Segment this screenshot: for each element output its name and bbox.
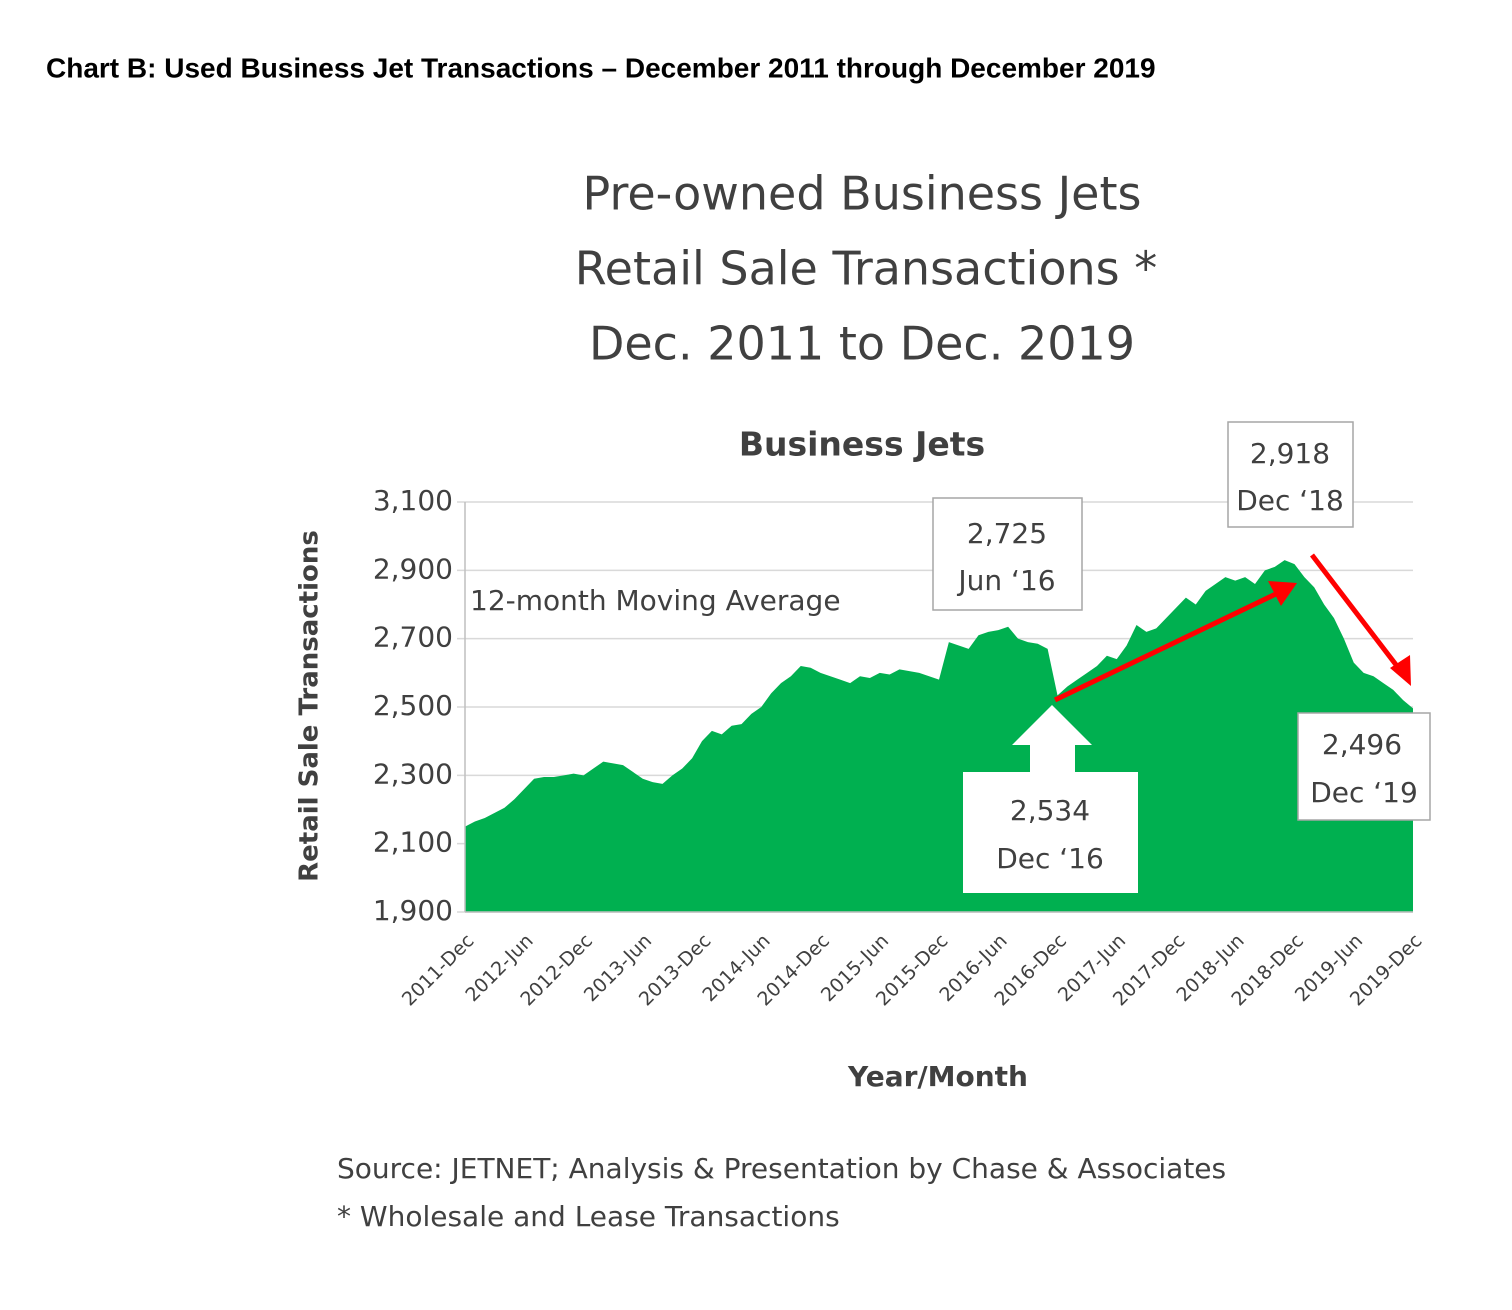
- callout-value: 2,534: [1010, 794, 1090, 827]
- y-tick-label: 2,700: [373, 621, 453, 654]
- trend-arrow: [1310, 553, 1402, 672]
- trend-arrow-head: [1268, 581, 1297, 606]
- y-tick-label: 2,300: [373, 757, 453, 790]
- chart-title: Pre-owned Business Jets: [583, 167, 1142, 221]
- callout-date: Dec ‘18: [1236, 484, 1344, 517]
- y-tick-label: 3,100: [373, 484, 453, 517]
- callout-box: [963, 772, 1138, 893]
- y-tick-label: 2,900: [373, 552, 453, 585]
- callout-date: Dec ‘19: [1310, 776, 1418, 809]
- callout-arrow: [1012, 705, 1092, 772]
- callout-date: Dec ‘16: [996, 842, 1104, 875]
- trend-arrow: [1053, 589, 1282, 703]
- annotation: 12-month Moving Average: [470, 584, 841, 617]
- y-axis-label: Retail Sale Transactions: [295, 530, 325, 882]
- x-tick-label: 2011-Dec: [398, 930, 479, 1011]
- source: * Wholesale and Lease Transactions: [337, 1200, 840, 1233]
- y-tick-label: 2,500: [373, 689, 453, 722]
- chart-title: Retail Sale Transactions *: [575, 242, 1157, 296]
- callout-value: 2,496: [1322, 728, 1402, 761]
- callout-value: 2,725: [967, 517, 1047, 550]
- callout-value: 2,918: [1250, 437, 1330, 470]
- callout-box: [1227, 421, 1354, 528]
- chart-title: Dec. 2011 to Dec. 2019: [589, 317, 1135, 371]
- chart-subtitle: Business Jets: [739, 425, 985, 464]
- callout-box: [1297, 712, 1431, 821]
- heading: Chart B: Used Business Jet Transactions …: [46, 52, 1156, 83]
- overlay: 12-month Moving Average 2,725 Jun ‘16 2,…: [470, 421, 1431, 893]
- source: Source: JETNET; Analysis & Presentation …: [337, 1152, 1226, 1185]
- plot: 1,900 2,100 2,300 2,500 2,700 2,900 3,100 2011-…: [373, 484, 1427, 1010]
- y-tick-label: 1,900: [373, 894, 453, 927]
- area: [465, 560, 1413, 912]
- y-tick-label: 2,100: [373, 826, 453, 859]
- trend-arrow-head: [1390, 655, 1411, 686]
- x-axis-label: Year/Month: [847, 1060, 1028, 1093]
- callout-date: Jun ‘16: [956, 564, 1055, 597]
- callout-box: [932, 497, 1083, 611]
